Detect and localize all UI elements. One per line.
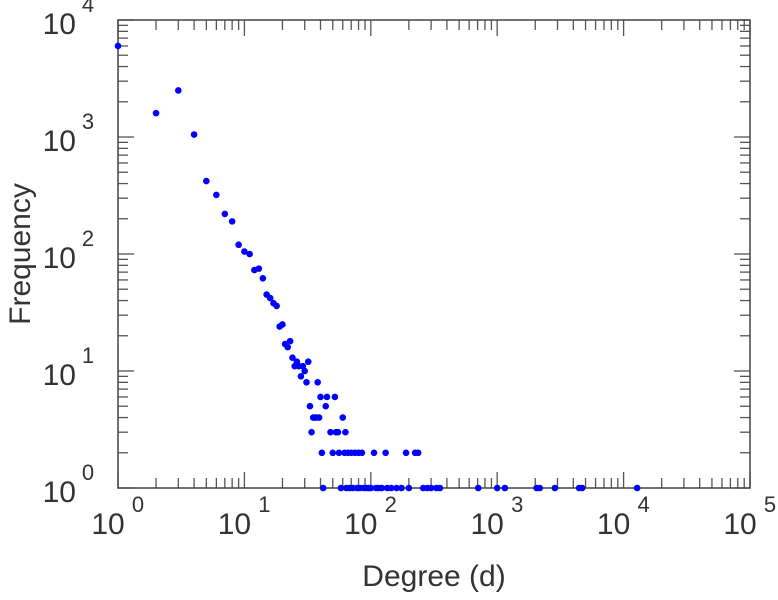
data-point [235, 241, 242, 249]
data-point [114, 42, 122, 50]
y-tick-label-exponent: 0 [82, 460, 94, 485]
data-point [370, 449, 378, 457]
data-point [323, 393, 331, 401]
x-tick-label-exponent: 2 [385, 492, 397, 517]
x-tick-label-base: 10 [344, 508, 377, 541]
data-point [398, 484, 405, 492]
data-point [306, 402, 314, 410]
data-point [301, 367, 309, 375]
x-tick-label-exponent: 1 [258, 492, 270, 517]
y-tick-label-exponent: 4 [82, 0, 94, 17]
data-point [308, 428, 315, 436]
data-point [329, 449, 337, 457]
x-tick-label-exponent: 3 [511, 492, 523, 517]
data-point [314, 379, 321, 386]
x-tick-label-exponent: 5 [764, 492, 776, 517]
data-point [221, 210, 229, 218]
data-point [228, 218, 236, 225]
data-point [378, 484, 386, 492]
data-point [334, 428, 342, 436]
data-point [203, 177, 210, 185]
y-tick-label-base: 10 [43, 242, 76, 275]
data-point [427, 484, 435, 492]
data-point [436, 484, 444, 492]
x-tick-label-base: 10 [723, 508, 756, 541]
data-point [393, 484, 400, 492]
x-tick-label-exponent: 4 [637, 492, 649, 517]
y-tick-label-exponent: 3 [82, 109, 94, 134]
data-point [284, 343, 291, 351]
data-point [493, 484, 501, 492]
data-point [175, 87, 182, 94]
data-point [289, 354, 296, 361]
x-tick-labels: 10 0 10 1 10 2 10 3 10 4 10 5 [91, 492, 776, 541]
plot-frame [117, 19, 751, 489]
data-point [319, 484, 327, 492]
y-axis-label: Frequency [4, 183, 37, 325]
data-points [114, 42, 641, 492]
y-tick-label-exponent: 1 [82, 343, 94, 368]
data-point [322, 402, 330, 410]
y-tick-label-base: 10 [43, 125, 76, 158]
data-point [342, 428, 349, 436]
data-point [190, 131, 198, 138]
y-tick-label-exponent: 2 [82, 226, 94, 251]
data-point [241, 248, 248, 255]
data-point [414, 449, 422, 457]
data-point [536, 484, 544, 492]
data-point [633, 484, 641, 492]
data-point [317, 393, 324, 401]
data-point [367, 484, 375, 492]
data-point [255, 265, 263, 272]
x-tick-label-base: 10 [597, 508, 630, 541]
y-tick-label-base: 10 [43, 8, 76, 41]
data-point [578, 484, 586, 492]
y-tick-label-base: 10 [43, 359, 76, 392]
y-tick-label-base: 10 [43, 476, 76, 509]
data-point [382, 449, 389, 457]
data-point [315, 414, 323, 421]
data-point [339, 414, 347, 421]
data-point [246, 250, 253, 258]
data-point [358, 449, 366, 457]
data-point [551, 484, 559, 492]
x-tick-label-base: 10 [471, 508, 504, 541]
data-point [286, 337, 294, 345]
x-axis-label: Degree (d) [362, 560, 505, 593]
data-point [335, 449, 343, 457]
data-point [297, 373, 305, 380]
data-point [213, 191, 220, 199]
data-point [337, 484, 345, 492]
data-point [331, 393, 339, 401]
data-point [318, 449, 326, 457]
axis-ticks [117, 19, 751, 489]
data-point [259, 274, 267, 282]
data-point [387, 484, 395, 492]
data-point [304, 358, 312, 366]
data-point [402, 449, 410, 457]
data-point [501, 484, 509, 492]
x-tick-label-exponent: 0 [132, 492, 144, 517]
data-point [266, 294, 274, 302]
data-point [273, 302, 280, 310]
data-point [152, 109, 160, 117]
data-point [474, 484, 482, 492]
data-point [327, 428, 334, 436]
x-tick-label-base: 10 [91, 508, 124, 541]
x-tick-label-base: 10 [218, 508, 251, 541]
data-point [405, 484, 413, 492]
data-point [279, 321, 286, 328]
data-point [303, 379, 310, 386]
